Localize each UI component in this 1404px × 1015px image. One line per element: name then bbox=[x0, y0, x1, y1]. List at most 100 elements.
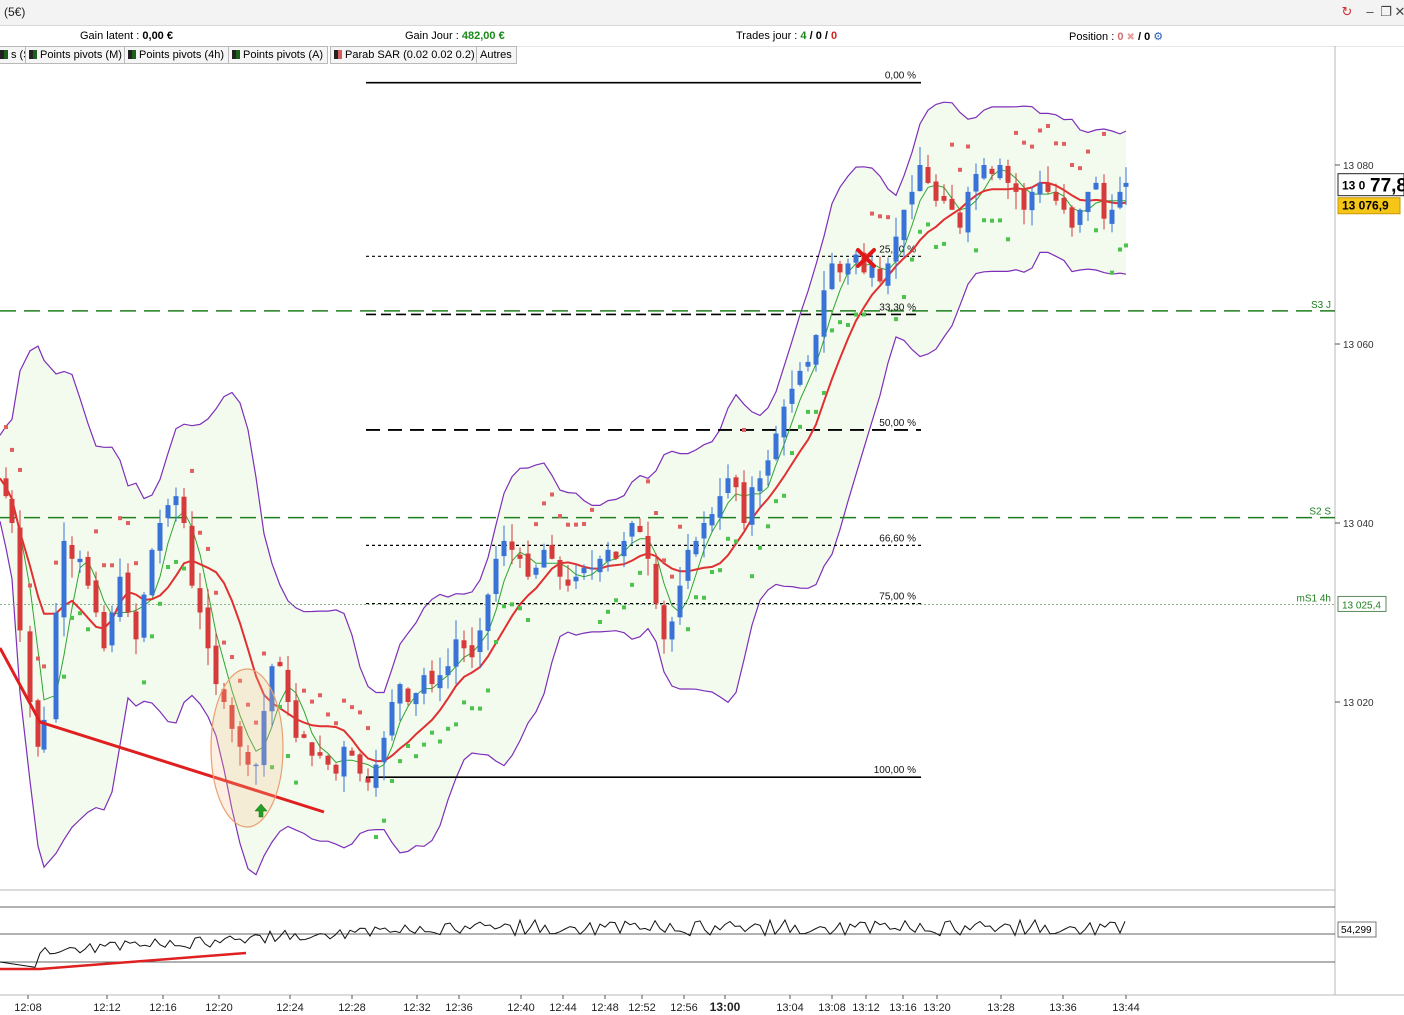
candle-body bbox=[317, 752, 323, 756]
sar-dot bbox=[28, 583, 32, 588]
candle-body bbox=[413, 693, 419, 705]
indicator-tab-3[interactable]: Points pivots (A) bbox=[228, 46, 329, 64]
candle-body bbox=[357, 754, 363, 774]
candle-body bbox=[925, 167, 931, 183]
candle-body bbox=[509, 541, 515, 550]
time-tick-label: 12:16 bbox=[149, 1002, 177, 1014]
oscillator-line bbox=[0, 918, 1126, 968]
sar-dot bbox=[86, 627, 90, 632]
sar-dot bbox=[926, 222, 930, 227]
sar-dot bbox=[302, 688, 306, 693]
minimize-icon[interactable]: – bbox=[1366, 4, 1374, 19]
refresh-icon[interactable]: ↻ bbox=[1341, 4, 1353, 19]
candle-body bbox=[213, 645, 219, 685]
candle-body bbox=[1101, 182, 1107, 219]
candle-body bbox=[917, 165, 923, 192]
candle-body bbox=[813, 335, 819, 365]
time-tick-label: 12:28 bbox=[338, 1002, 366, 1014]
candle-body bbox=[173, 496, 179, 506]
fib-label-3: 50,00 % bbox=[879, 418, 916, 429]
sar-dot bbox=[806, 409, 810, 414]
sar-dot bbox=[606, 609, 610, 614]
sar-dot bbox=[734, 539, 738, 544]
indicator-tab-5[interactable]: Autres bbox=[476, 46, 517, 64]
candle-body bbox=[221, 689, 227, 702]
sar-dot bbox=[950, 142, 954, 147]
sar-dot bbox=[910, 257, 914, 262]
slow-ma-line bbox=[0, 181, 1127, 763]
sar-dot bbox=[158, 601, 162, 606]
sar-dot bbox=[830, 328, 834, 333]
candle-body bbox=[381, 737, 387, 763]
sar-dot bbox=[630, 582, 634, 587]
time-tick-label: 12:56 bbox=[670, 1002, 698, 1014]
sar-dot bbox=[1006, 237, 1010, 242]
candle-body bbox=[957, 212, 963, 228]
indicator-color-swatch bbox=[0, 50, 8, 59]
time-tick-label: 12:08 bbox=[14, 1002, 42, 1014]
sar-dot bbox=[654, 511, 658, 516]
candle-body bbox=[189, 525, 195, 586]
sar-dot bbox=[190, 468, 194, 473]
fib-label-6: 100,00 % bbox=[874, 765, 916, 776]
pivot-value-label: 13 025,4 bbox=[1342, 600, 1381, 611]
sar-dot bbox=[142, 680, 146, 685]
sar-dot bbox=[646, 479, 650, 484]
sar-dot bbox=[502, 604, 506, 609]
indicator-tab-label: Points pivots (A) bbox=[243, 49, 324, 61]
sar-dot bbox=[702, 595, 706, 600]
time-tick-label: 13:16 bbox=[889, 1002, 917, 1014]
sar-dot bbox=[678, 524, 682, 529]
candle-body bbox=[517, 554, 523, 559]
time-tick-label: 13:36 bbox=[1049, 1002, 1077, 1014]
sar-dot bbox=[406, 743, 410, 748]
candle-body bbox=[853, 254, 859, 263]
candle-body bbox=[869, 263, 875, 278]
candle-body bbox=[821, 290, 827, 337]
candle-body bbox=[717, 496, 723, 518]
candle-body bbox=[181, 496, 187, 523]
divergence-highlight bbox=[210, 668, 284, 828]
sar-dot bbox=[1030, 144, 1034, 149]
sar-dot bbox=[1110, 270, 1114, 275]
position-close-icon[interactable]: ✖ bbox=[1126, 32, 1135, 43]
candle-body bbox=[101, 611, 107, 649]
sar-dot bbox=[486, 688, 490, 693]
fib-label-4: 66,60 % bbox=[879, 533, 916, 544]
sell-marker-icon bbox=[856, 248, 876, 268]
sar-dot bbox=[310, 699, 314, 704]
candle-body bbox=[253, 764, 259, 767]
indicator-tab-2[interactable]: Points pivots (4h) bbox=[124, 46, 229, 64]
candle-body bbox=[429, 670, 435, 685]
sar-dot bbox=[542, 501, 546, 506]
sar-dot bbox=[198, 530, 202, 535]
indicator-tab-4[interactable]: Parab SAR (0.02 0.02 0.2) bbox=[330, 46, 480, 64]
trades-jour: Trades jour : 4 / 0 / 0 bbox=[736, 30, 838, 42]
candle-body bbox=[885, 263, 891, 286]
restore-icon[interactable]: ❐ bbox=[1380, 4, 1392, 19]
sar-dot bbox=[918, 229, 922, 234]
sar-dot bbox=[366, 726, 370, 731]
settings-gear-icon[interactable]: ⚙ bbox=[1153, 31, 1164, 43]
sar-dot bbox=[470, 706, 474, 711]
candle-body bbox=[909, 191, 915, 205]
sar-dot bbox=[854, 312, 858, 317]
sar-dot bbox=[70, 615, 74, 620]
candle-body bbox=[701, 523, 707, 539]
oscillator-value-label: 54,299 bbox=[1341, 925, 1372, 936]
candle-body bbox=[229, 705, 235, 729]
candle-body bbox=[325, 755, 331, 765]
sar-dot bbox=[1062, 141, 1066, 146]
candle-body bbox=[597, 558, 603, 573]
close-icon[interactable]: ✕ bbox=[1394, 4, 1404, 19]
candle-body bbox=[397, 684, 403, 704]
time-tick-label: 13:00 bbox=[710, 1000, 741, 1014]
trades-count-neutral: 0 bbox=[815, 30, 822, 42]
trend-line bbox=[0, 647, 325, 814]
candle-body bbox=[709, 514, 715, 526]
sar-dot bbox=[686, 627, 690, 632]
indicator-tab-1[interactable]: Points pivots (M) bbox=[25, 46, 127, 64]
sar-dot bbox=[1086, 149, 1090, 154]
candle-body bbox=[901, 209, 907, 241]
